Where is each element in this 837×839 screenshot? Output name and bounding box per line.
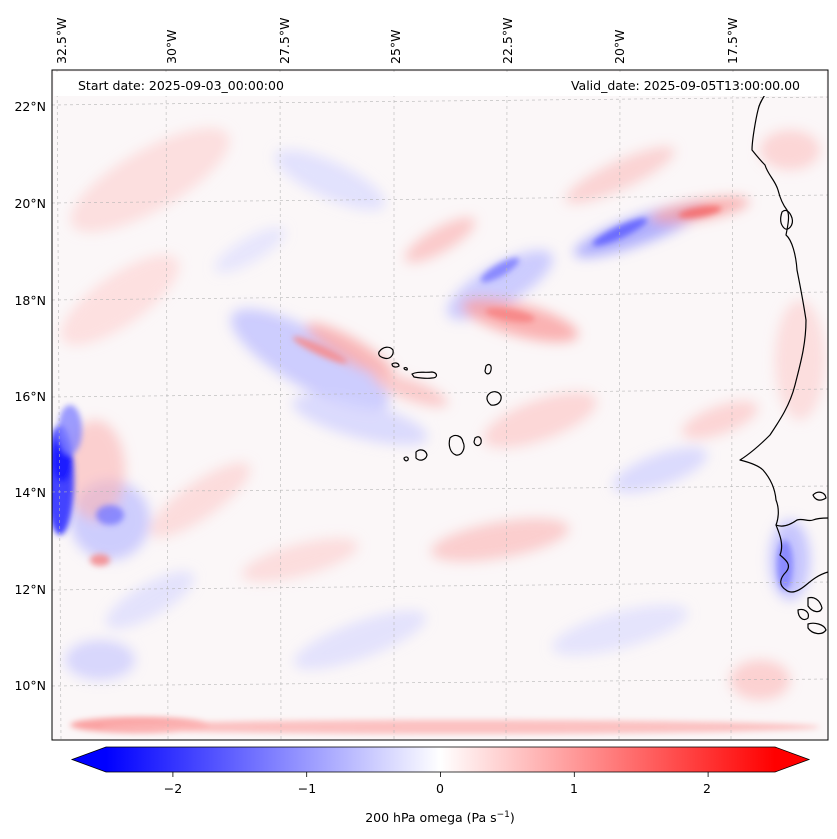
map-frame xyxy=(51,69,829,741)
cape-verde-fogo xyxy=(415,449,428,461)
cape-verde-santa-luzia xyxy=(403,367,408,371)
cape-verde-santo-antao xyxy=(378,346,394,360)
colorbar-ticks xyxy=(172,772,709,777)
africa-coastline-south xyxy=(775,524,828,593)
lat-label: 22°N xyxy=(14,99,46,114)
date-annotations: Start date: 2025-09-03_00:00:00 Valid_da… xyxy=(54,72,826,96)
lat-label: 10°N xyxy=(14,678,46,693)
lat-label: 18°N xyxy=(14,293,46,308)
colorbar-tick-label: 0 xyxy=(436,781,444,796)
cape-verde-sao-vicente xyxy=(391,362,400,368)
colorbar-body xyxy=(106,747,775,772)
cape-verde-santiago xyxy=(448,434,465,456)
cape-verde-sal xyxy=(484,364,492,375)
coastlines xyxy=(378,84,828,635)
cape-verde-sao-nicolau xyxy=(411,371,438,380)
lon-label: 20°W xyxy=(612,29,627,64)
colorbar-extend-high xyxy=(775,747,809,772)
lat-label: 16°N xyxy=(14,389,46,404)
lon-label: 27.5°W xyxy=(277,18,292,64)
start-date-label: Start date: 2025-09-03_00:00:00 xyxy=(78,78,284,93)
lon-label: 22.5°W xyxy=(500,18,515,64)
colorbar-tick-label: −1 xyxy=(298,781,316,796)
cape-verde-boa-vista xyxy=(486,391,502,406)
colorbar-extend-low xyxy=(72,747,106,772)
cape-verde-brava xyxy=(403,456,409,462)
omega-field xyxy=(52,70,828,740)
lat-label: 14°N xyxy=(14,485,46,500)
gridlines xyxy=(52,70,828,740)
colorbar: −2 −1 0 1 2 200 hPa omega (Pa s−1) xyxy=(70,746,811,825)
lat-label: 20°N xyxy=(14,196,46,211)
lon-label: 30°W xyxy=(164,29,179,64)
longitude-labels: 32.5°W 30°W 27.5°W 25°W 22.5°W 20°W 17.5… xyxy=(54,18,740,64)
colorbar-tick-label: 1 xyxy=(570,781,578,796)
lon-label: 17.5°W xyxy=(725,18,740,64)
colorbar-tick-label: 2 xyxy=(703,781,711,796)
cape-verde-maio xyxy=(473,436,482,447)
lon-label: 32.5°W xyxy=(54,18,69,64)
africa-coastline xyxy=(739,84,828,527)
lon-label: 25°W xyxy=(388,29,403,64)
latitude-labels: 22°N 20°N 18°N 16°N 14°N 12°N 10°N xyxy=(14,99,46,693)
lat-label: 12°N xyxy=(14,582,46,597)
valid-date-label: Valid_date: 2025-09-05T13:00:00.00 xyxy=(571,78,800,93)
colorbar-label: 200 hPa omega (Pa s−1) xyxy=(365,810,515,825)
colorbar-outline xyxy=(70,746,811,773)
colorbar-tick-label: −2 xyxy=(164,781,182,796)
